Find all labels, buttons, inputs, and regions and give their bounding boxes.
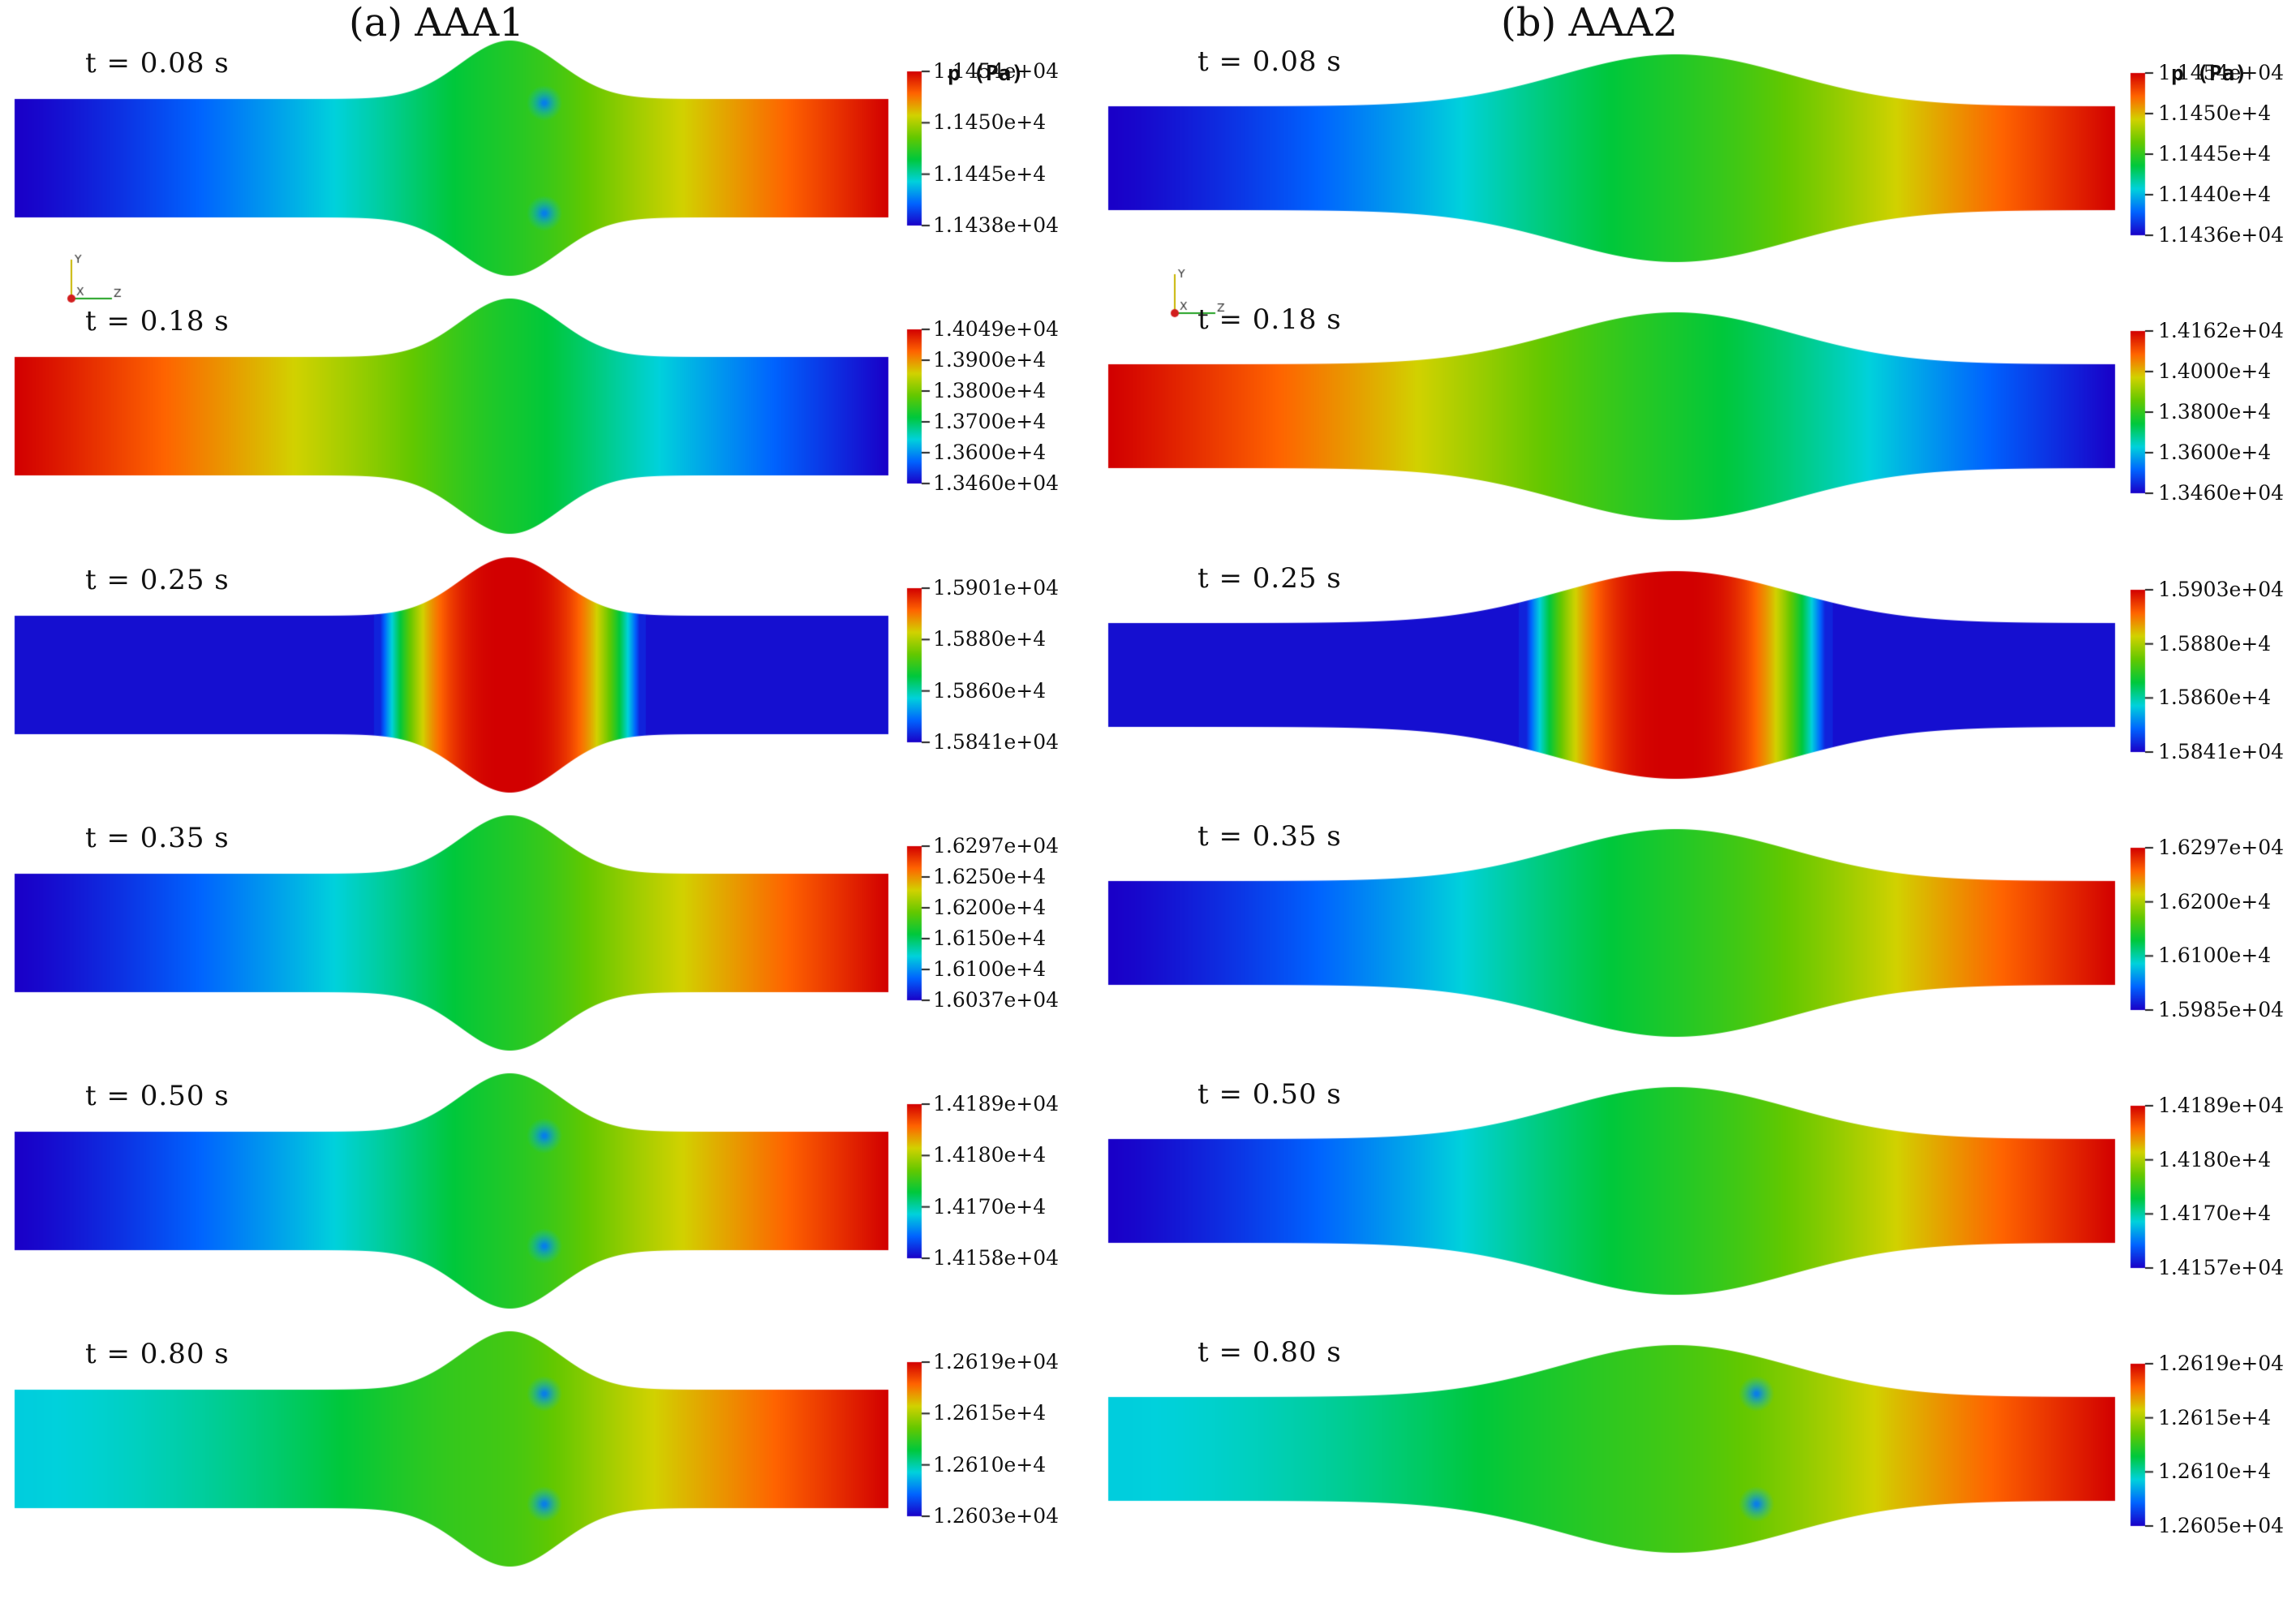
colorbar-tick-label: 1.1438e+04 [933,213,1060,237]
colorbar-tick-label: 1.6297e+04 [933,834,1060,858]
colorbar-tick-label: 1.4170e+4 [933,1194,1047,1219]
time-label: t = 0.50 s [85,1080,230,1112]
time-label: t = 0.25 s [85,564,230,596]
colorbar-tick-label: 1.2615e+4 [2158,1405,2272,1429]
colorbar-tick-label: 1.2619e+04 [2158,1352,2285,1375]
colorbar-tick-label: 1.5985e+04 [2158,998,2285,1021]
colorbar-tick-label: 1.5903e+04 [2158,578,2285,601]
colorbar-tick-label: 1.2610e+4 [933,1452,1047,1476]
colorbar-tick-label: 1.4180e+4 [2158,1147,2272,1171]
colorbar-tick-label: 1.2615e+4 [933,1401,1047,1425]
time-label: t = 0.80 s [1197,1336,1342,1369]
colorbar-tick-label: 1.3800e+4 [2158,400,2272,423]
colorbar-tick-label: 1.6200e+4 [933,896,1047,919]
colorbar-tick-label: 1.1445e+4 [933,161,1047,186]
colorbar-tick-label: 1.3460e+04 [2158,481,2285,505]
colorbar-tick-label: 1.4180e+4 [933,1143,1047,1167]
colorbar-tick-label: 1.1436e+04 [2158,223,2285,247]
time-label: t = 0.50 s [1197,1078,1342,1111]
colorbar-tick-label: 1.2603e+04 [933,1504,1060,1528]
time-label: t = 0.35 s [1197,820,1342,853]
colorbar-title: p (Pa) [2171,62,2247,86]
colorbar-tick-label: 1.5880e+4 [2158,631,2272,656]
colorbar-tick-label: 1.4189e+04 [2158,1094,2285,1117]
colorbar-tick-label: 1.5841e+04 [2158,740,2285,763]
colorbar-tick-label: 1.2610e+4 [2158,1459,2272,1484]
colorbar-tick-label: 1.3600e+4 [933,441,1047,464]
colorbar-tick-label: 1.6037e+04 [933,988,1060,1012]
colorbar-tick-label: 1.6200e+4 [2158,889,2272,913]
colorbar-tick-label: 1.6250e+4 [933,865,1047,888]
colorbar-tick-label: 1.4189e+04 [933,1092,1060,1115]
time-label: t = 0.18 s [1197,303,1342,336]
time-label: t = 0.80 s [85,1338,230,1370]
colorbar-tick-label: 1.1450e+4 [933,110,1047,135]
colorbar-tick-label: 1.6150e+4 [933,926,1047,950]
colorbar-tick-label: 1.3800e+4 [933,379,1047,402]
colorbar-tick-label: 1.5841e+04 [933,730,1060,754]
colorbar-tick-label: 1.3900e+4 [933,348,1047,372]
colorbar-tick-label: 1.5860e+4 [933,678,1047,703]
colorbar-tick-label: 1.5901e+04 [933,576,1060,600]
panel-title: (a) AAA1 [349,0,524,45]
time-label: t = 0.25 s [1197,562,1342,595]
colorbar-tick-label: 1.5860e+4 [2158,686,2272,710]
colorbar-title: p (Pa) [948,62,1024,86]
colorbar-tick-label: 1.3700e+4 [933,410,1047,433]
time-label: t = 0.08 s [85,47,230,80]
colorbar-tick-label: 1.6297e+04 [2158,836,2285,859]
time-label: t = 0.35 s [85,822,230,854]
colorbar-tick-label: 1.2605e+04 [2158,1514,2285,1537]
colorbar-tick-label: 1.1440e+4 [2158,183,2272,206]
colorbar-tick-label: 1.6100e+4 [933,957,1047,981]
colorbar-tick-label: 1.4157e+04 [2158,1256,2285,1279]
colorbar-tick-label: 1.3460e+04 [933,471,1060,495]
time-label: t = 0.08 s [1197,45,1342,78]
colorbar-tick-label: 1.4000e+4 [2158,359,2272,383]
colorbar-tick-label: 1.1454e+04 [933,59,1060,83]
colorbar-tick-label: 1.4049e+04 [933,317,1060,341]
colorbar-tick-label: 1.4162e+04 [2158,319,2285,342]
colorbar-tick-label: 1.6100e+4 [2158,943,2272,968]
colorbar-tick-label: 1.1454e+04 [2158,61,2285,84]
time-label: t = 0.18 s [85,305,230,337]
colorbar-tick-label: 1.5880e+4 [933,627,1047,651]
colorbar-tick-label: 1.1450e+4 [2158,101,2272,125]
colorbar-tick-label: 1.4170e+4 [2158,1201,2272,1226]
colorbar-tick-label: 1.4158e+04 [933,1246,1060,1270]
colorbar-tick-label: 1.2619e+04 [933,1350,1060,1373]
panel-title: (b) AAA2 [1501,0,1678,45]
colorbar-tick-label: 1.3600e+4 [2158,441,2272,464]
colorbar-tick-label: 1.1445e+4 [2158,142,2272,165]
